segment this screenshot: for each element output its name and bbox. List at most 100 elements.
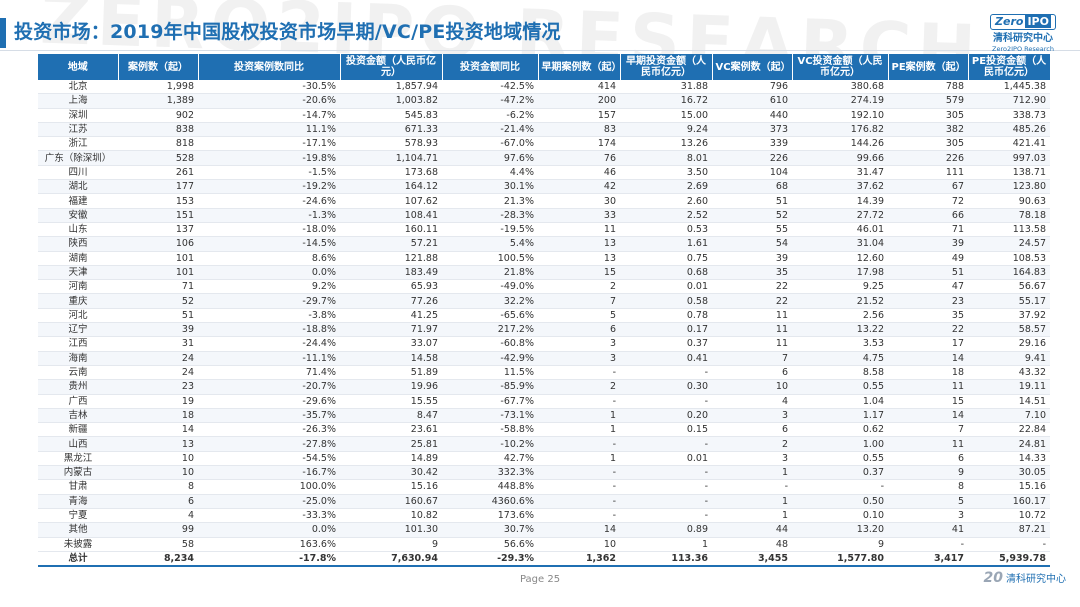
value-cell: 55 xyxy=(712,222,792,238)
value-cell: 10 xyxy=(712,379,792,395)
table-row: 广东（除深圳） 528 -19.8% 1,104.71 97.6% 76 8.01 226 99… xyxy=(38,150,1050,166)
table-row: 海南 24 -11.1% 14.58 -42.9% 3 0.41 7 4.75 14 9.41 xyxy=(38,351,1050,366)
value-cell: - xyxy=(538,494,620,509)
value-cell: 0.10 xyxy=(792,508,888,524)
value-cell: 818 xyxy=(118,136,198,152)
value-cell: 1 xyxy=(620,537,712,552)
value-cell: 9.25 xyxy=(792,279,888,295)
value-cell: 31.04 xyxy=(792,236,888,252)
table-row: 其他 99 0.0% 101.30 30.7% 14 0.89 44 13.20 41 87.21 xyxy=(38,522,1050,538)
value-cell: 610 xyxy=(712,93,792,109)
region-cell: 上海 xyxy=(38,93,118,109)
value-cell: -29.7% xyxy=(198,293,340,309)
column-header: 投资金额同比 xyxy=(442,54,539,80)
value-cell: 15.16 xyxy=(340,479,442,495)
value-cell: 16.72 xyxy=(620,93,712,109)
value-cell: 2 xyxy=(712,436,792,452)
region-investment-table: 地域 案例数（起） 投资案例数同比 投资金额（人民币亿元） 投资金额同比 早期案例数（起）… xyxy=(38,54,1051,568)
value-cell: 11 xyxy=(888,379,968,395)
value-cell: 160.11 xyxy=(340,222,442,238)
value-cell: 4.75 xyxy=(792,351,888,366)
value-cell: 5.4% xyxy=(442,236,538,252)
value-cell: 183.49 xyxy=(340,265,442,281)
value-cell: 13 xyxy=(538,251,620,266)
value-cell: 421.41 xyxy=(968,136,1050,152)
region-cell: 总计 xyxy=(38,550,118,568)
value-cell: 137 xyxy=(118,222,198,238)
value-cell: 21.3% xyxy=(442,193,538,209)
value-cell: 997.03 xyxy=(968,150,1050,166)
value-cell: 1,389 xyxy=(118,93,198,109)
value-cell: -17.8% xyxy=(198,550,340,568)
value-cell: 1,998 xyxy=(118,80,198,95)
region-cell: 其他 xyxy=(38,522,118,538)
value-cell: 22 xyxy=(888,322,968,338)
value-cell: -29.3% xyxy=(442,550,538,568)
value-cell: 9.24 xyxy=(620,122,712,138)
value-cell: 39 xyxy=(118,322,198,338)
value-cell: - xyxy=(620,494,712,509)
table-row: 黑龙江 10 -54.5% 14.89 42.7% 1 0.01 3 0.55 6 14.33 xyxy=(38,451,1050,467)
value-cell: 217.2% xyxy=(442,322,538,338)
value-cell: 1 xyxy=(538,451,620,467)
value-cell: 274.19 xyxy=(792,93,888,109)
region-cell: 深圳 xyxy=(38,108,118,123)
value-cell: 14.58 xyxy=(340,351,442,366)
table-row: 重庆 52 -29.7% 77.26 32.2% 7 0.58 22 21.52 23 55.17 xyxy=(38,293,1050,309)
value-cell: -1.5% xyxy=(198,165,340,181)
value-cell: 1 xyxy=(538,408,620,424)
table-total-row: 总计 8,234 -17.8% 7,630.94 -29.3% 1,362 113.36 3,… xyxy=(38,550,1050,568)
value-cell: - xyxy=(538,465,620,481)
value-cell: 41.25 xyxy=(340,308,442,324)
value-cell: 3 xyxy=(538,351,620,366)
table-row: 河北 51 -3.8% 41.25 -65.6% 5 0.78 11 2.56 35 37.92 xyxy=(38,308,1050,324)
value-cell: 23 xyxy=(118,379,198,395)
table-row: 浙江 818 -17.1% 578.93 -67.0% 174 13.26 339 144.26… xyxy=(38,136,1050,152)
value-cell: 14 xyxy=(118,422,198,438)
value-cell: 13.22 xyxy=(792,322,888,338)
value-cell: 3 xyxy=(888,508,968,524)
value-cell: 8.01 xyxy=(620,150,712,166)
value-cell: 11 xyxy=(888,436,968,452)
value-cell: 4360.6% xyxy=(442,494,538,509)
region-cell: 四川 xyxy=(38,165,118,181)
value-cell: 51 xyxy=(888,265,968,281)
value-cell: 30.42 xyxy=(340,465,442,481)
value-cell: 30.7% xyxy=(442,522,538,538)
value-cell: -58.8% xyxy=(442,422,538,438)
table-row: 河南 71 9.2% 65.93 -49.0% 2 0.01 22 9.25 47 56.67 xyxy=(38,279,1050,295)
value-cell: 9 xyxy=(340,537,442,552)
value-cell: - xyxy=(888,537,968,552)
value-cell: -14.5% xyxy=(198,236,340,252)
table-body: 北京 1,998 -30.5% 1,857.94 -42.5% 414 31.88 796 38… xyxy=(38,80,1050,568)
value-cell: 123.80 xyxy=(968,179,1050,195)
value-cell: 71.4% xyxy=(198,365,340,381)
value-cell: 902 xyxy=(118,108,198,123)
value-cell: 1,003.82 xyxy=(340,93,442,109)
region-cell: 河北 xyxy=(38,308,118,324)
value-cell: 0.62 xyxy=(792,422,888,438)
region-cell: 安徽 xyxy=(38,208,118,223)
value-cell: 8 xyxy=(118,479,198,495)
value-cell: 261 xyxy=(118,165,198,181)
value-cell: 108.53 xyxy=(968,251,1050,266)
value-cell: 51 xyxy=(118,308,198,324)
value-cell: 111 xyxy=(888,165,968,181)
value-cell: 25.81 xyxy=(340,436,442,452)
value-cell: 7 xyxy=(538,293,620,309)
region-cell: 重庆 xyxy=(38,293,118,309)
value-cell: 33 xyxy=(538,208,620,223)
value-cell: 712.90 xyxy=(968,93,1050,109)
value-cell: 22.84 xyxy=(968,422,1050,438)
table-row: 未披露 58 163.6% 9 56.6% 10 1 48 9- - xyxy=(38,537,1050,552)
value-cell: 1 xyxy=(712,508,792,524)
value-cell: 8.58 xyxy=(792,365,888,381)
value-cell: 56.67 xyxy=(968,279,1050,295)
region-cell: 新疆 xyxy=(38,422,118,438)
value-cell: 1 xyxy=(712,494,792,509)
value-cell: 6 xyxy=(118,494,198,509)
value-cell: 2.56 xyxy=(792,308,888,324)
value-cell: -25.0% xyxy=(198,494,340,509)
column-header: 投资金额（人民币亿元） xyxy=(340,54,443,80)
value-cell: 1.00 xyxy=(792,436,888,452)
